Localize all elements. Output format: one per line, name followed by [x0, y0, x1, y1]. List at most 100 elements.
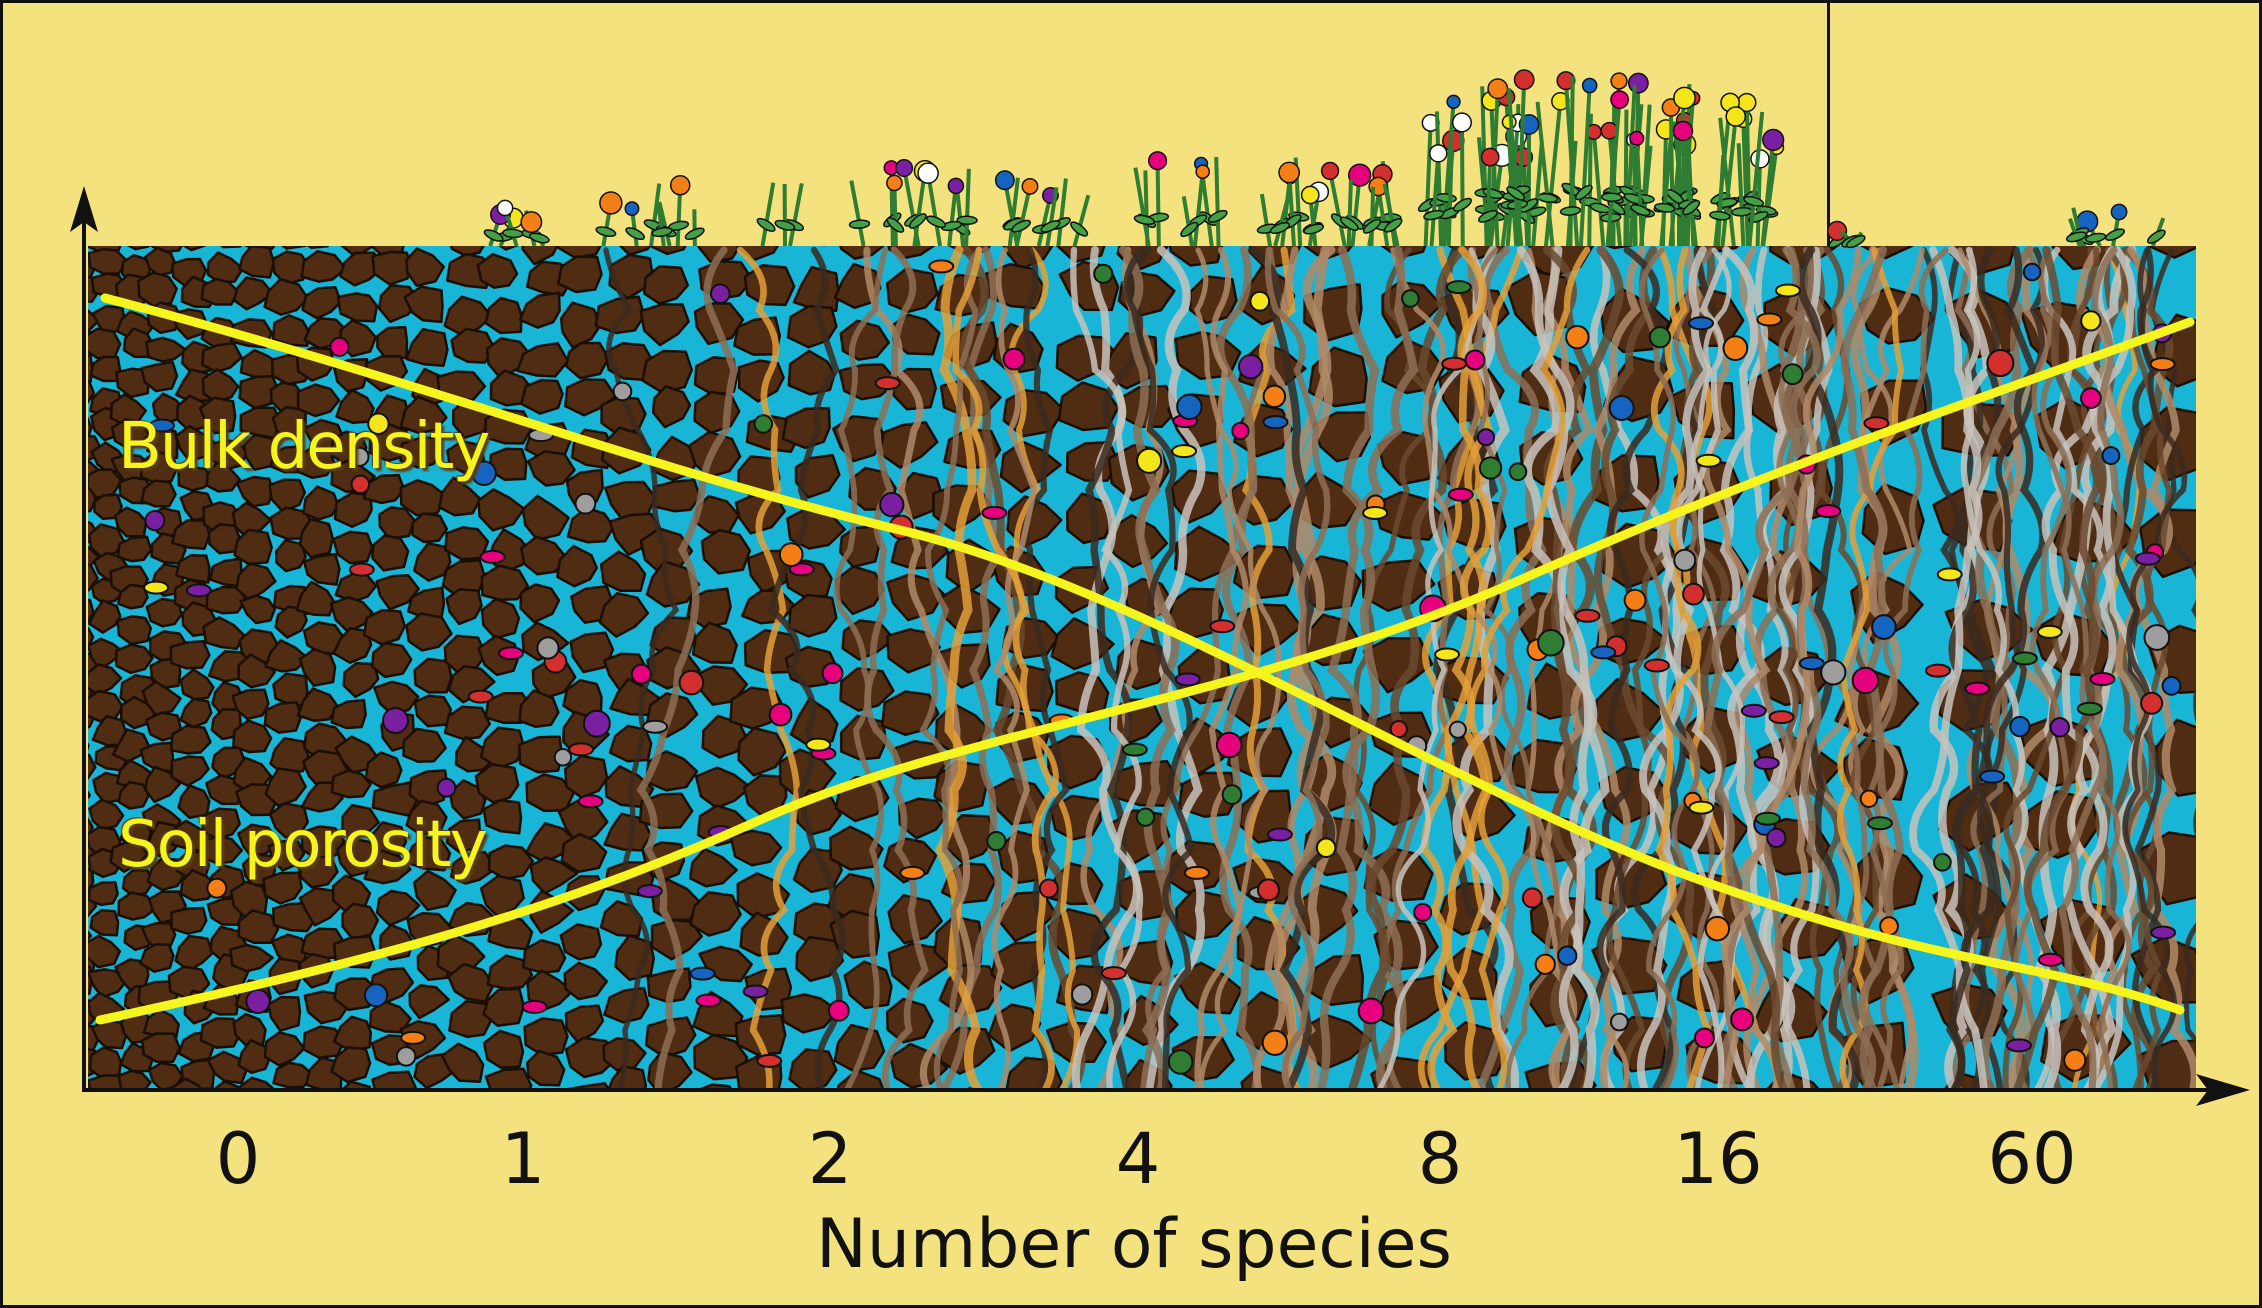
soil-organism-icon — [1879, 916, 1899, 937]
soil-organism-icon — [363, 983, 389, 1008]
flower-icon — [1451, 112, 1472, 133]
soil-organism-icon — [1183, 865, 1210, 880]
soil-organism-icon — [1682, 582, 1705, 606]
bulk-density-curve — [100, 293, 2185, 1015]
soil-organism-icon — [1221, 784, 1243, 805]
plant-icon — [1680, 130, 1698, 247]
flower-icon — [624, 201, 640, 217]
soil-organism-icon — [1565, 324, 1590, 350]
soil-organism-icon — [2140, 691, 2164, 715]
soil-organism-icon — [1815, 504, 1842, 519]
soil-organism-icon — [1256, 878, 1280, 902]
plant-icon — [649, 183, 662, 247]
plant-icon — [1440, 101, 1456, 247]
soil-organism-icon — [1176, 393, 1203, 420]
flower-icon — [1320, 161, 1340, 181]
flower-icon — [886, 174, 903, 192]
soil-organism-icon — [1534, 953, 1556, 975]
soil-organism-icon — [1693, 1027, 1715, 1049]
plant-icon — [656, 203, 666, 247]
soil-organism-icon — [1648, 326, 1672, 349]
plant-icon — [1072, 194, 1091, 247]
plant-icon — [947, 185, 958, 247]
soil-organism-icon — [497, 646, 524, 661]
soil-organism-icon — [185, 583, 212, 598]
soil-organism-icon — [144, 509, 166, 532]
soil-organism-icon — [367, 412, 390, 435]
soil-organism-icon — [479, 549, 506, 564]
plant-icon — [1760, 139, 1776, 247]
soil-organism-icon — [1249, 290, 1271, 312]
plant-icon — [1624, 84, 1637, 247]
soil-organism-icon — [1936, 567, 1963, 582]
soil-organism-icon — [1673, 548, 1697, 572]
soil-organism-icon — [467, 689, 494, 704]
soil-porosity-curve — [95, 317, 2195, 1025]
flower-icon — [1348, 163, 1372, 187]
soil-organism-icon — [1798, 656, 1825, 671]
flower-icon — [1672, 120, 1694, 142]
soil-organism-icon — [879, 491, 905, 518]
soil-organism-icon — [2150, 925, 2177, 940]
soil-organism-icon — [1609, 1012, 1629, 1032]
soil-organism-icon — [1730, 1007, 1754, 1032]
soil-organism-icon — [630, 663, 652, 685]
plant-icon — [1716, 154, 1726, 247]
soil-organism-icon — [1002, 347, 1026, 371]
soil-organism-icon — [1722, 335, 1749, 362]
soil-organism-icon — [2161, 675, 2182, 696]
soil-organism-icon — [1038, 878, 1059, 899]
plant-icon — [1155, 160, 1161, 247]
soil-organism-icon — [2134, 551, 2161, 566]
plant-icon — [964, 168, 971, 247]
x-tick-label: 60 — [1987, 1118, 2077, 1200]
soil-organism-icon — [1136, 447, 1163, 474]
plant-icon — [1488, 88, 1500, 247]
soil-organism-icon — [709, 283, 731, 304]
soil-organism-icon — [1521, 887, 1543, 909]
plant-icon — [1578, 85, 1592, 247]
soil-organism-icon — [689, 966, 716, 981]
soil-organism-icon — [582, 709, 611, 738]
soil-organism-icon — [1445, 280, 1472, 295]
plant-icon — [1736, 143, 1746, 247]
plant-icon — [1659, 131, 1674, 247]
soil-organism-icon — [349, 446, 370, 467]
soil-organism-icon — [1315, 837, 1337, 859]
soil-organism-icon — [899, 865, 926, 880]
x-tick-label: 0 — [215, 1118, 261, 1200]
soil-organism-icon — [1262, 384, 1287, 409]
plant-icon — [1369, 186, 1376, 247]
soil-organism-icon — [1174, 672, 1201, 687]
soil-organism-icon — [1704, 915, 1731, 942]
plant-icon — [1504, 96, 1519, 247]
plant-icon — [1014, 185, 1032, 247]
plant-icon — [1720, 116, 1738, 247]
soil-organism-icon — [1413, 902, 1433, 922]
panel-divider — [1827, 0, 1830, 248]
soil-organism-icon — [768, 702, 793, 727]
soil-organism-icon — [1508, 462, 1528, 482]
soil-organism-icon — [821, 662, 844, 685]
flower-icon — [917, 162, 939, 184]
axis-arrow-icon — [70, 186, 98, 232]
soil-organism-icon — [1740, 703, 1767, 718]
soil-organism-icon — [1262, 415, 1289, 430]
soil-organism-icon — [1754, 811, 1781, 826]
soil-organism-icon — [1866, 816, 1893, 831]
flower-icon — [2110, 203, 2128, 221]
soil-organism-icon — [350, 474, 371, 495]
soil-organism-icon — [1478, 456, 1503, 480]
soil-organism-icon — [678, 669, 705, 696]
flower-icon — [1513, 69, 1535, 91]
plant-icon — [1531, 143, 1544, 247]
x-tick-label: 16 — [1673, 1118, 1763, 1200]
plant-icon — [1506, 88, 1522, 247]
soil-organism-icon — [1756, 312, 1783, 327]
soil-organism-icon — [928, 259, 955, 274]
soil-organism-icon — [400, 1030, 427, 1045]
soil-organism-icon — [2149, 357, 2176, 372]
flower-icon — [1147, 151, 1168, 171]
